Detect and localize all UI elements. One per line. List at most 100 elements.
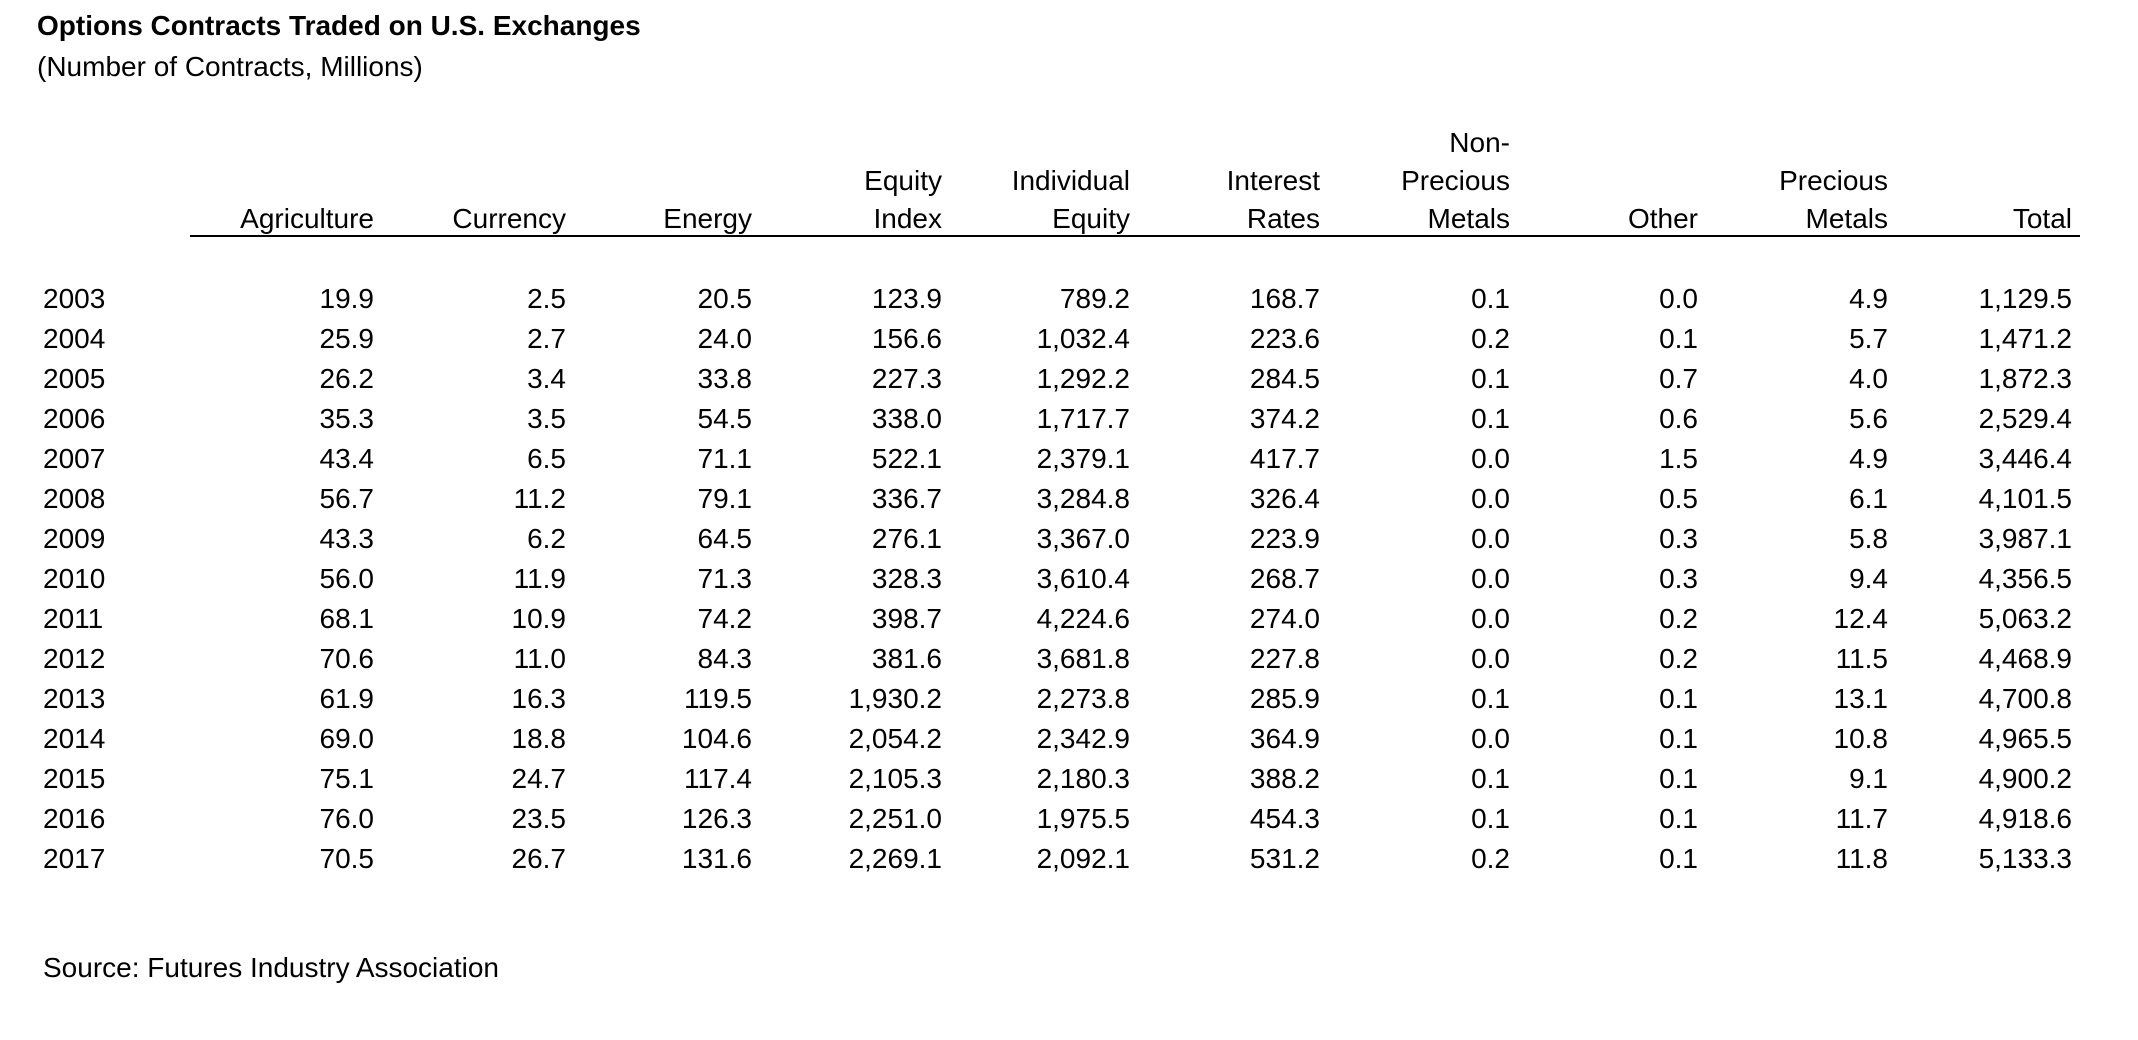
cell-interest-rates: 388.2 [1249, 763, 1320, 794]
cell-agriculture: 61.9 [319, 683, 375, 714]
cell-precious-metals: 6.1 [1849, 483, 1888, 514]
cell-non-precious-metals: 0.1 [1471, 763, 1510, 794]
cell-currency: 11.2 [513, 483, 566, 514]
column-header-line: Metals [1427, 203, 1510, 234]
row-year: 2010 [43, 563, 106, 594]
column-header-line [366, 124, 566, 162]
row-year: 2004 [43, 323, 106, 354]
cell-currency: 26.7 [511, 843, 567, 874]
cell-interest-rates: 223.9 [1249, 523, 1320, 554]
cell-non-precious-metals: 0.1 [1471, 363, 1510, 394]
row-year: 2015 [43, 763, 106, 794]
cell-equity-index: 398.7 [871, 603, 942, 634]
cell-other: 0.1 [1659, 843, 1698, 874]
column-header-line [1872, 124, 2072, 162]
cell-other: 0.2 [1659, 643, 1698, 674]
cell-interest-rates: 223.6 [1249, 323, 1320, 354]
cell-non-precious-metals: 0.0 [1471, 443, 1510, 474]
row-year: 2012 [43, 643, 106, 674]
column-header-line [1498, 162, 1698, 200]
cell-agriculture: 70.6 [319, 643, 375, 674]
cell-total: 4,965.5 [1978, 723, 2072, 754]
cell-agriculture: 43.4 [319, 443, 375, 474]
cell-individual-equity: 3,367.0 [1036, 523, 1130, 554]
cell-equity-index: 227.3 [871, 363, 942, 394]
cell-individual-equity: 3,284.8 [1036, 483, 1130, 514]
cell-other: 0.6 [1659, 403, 1698, 434]
column-header-non-precious-metals: Non- Precious Metals [1310, 124, 1510, 238]
cell-agriculture: 69.0 [319, 723, 375, 754]
cell-individual-equity: 1,717.7 [1036, 403, 1130, 434]
cell-individual-equity: 1,032.4 [1036, 323, 1130, 354]
row-year: 2014 [43, 723, 106, 754]
cell-energy: 54.5 [697, 403, 753, 434]
cell-individual-equity: 1,292.2 [1036, 363, 1130, 394]
cell-equity-index: 338.0 [871, 403, 942, 434]
column-header-line [552, 124, 752, 162]
cell-individual-equity: 789.2 [1059, 283, 1130, 314]
cell-interest-rates: 168.7 [1249, 283, 1320, 314]
cell-interest-rates: 531.2 [1249, 843, 1320, 874]
source-note: Source: Futures Industry Association [43, 952, 499, 983]
column-header-line [174, 162, 374, 200]
cell-energy: 71.1 [697, 443, 753, 474]
cell-equity-index: 156.6 [871, 323, 942, 354]
row-year: 2016 [43, 803, 106, 834]
column-header-line: Rates [1246, 203, 1320, 234]
cell-individual-equity: 2,273.8 [1036, 683, 1130, 714]
cell-total: 4,356.5 [1978, 563, 2072, 594]
column-header-line: Energy [663, 203, 752, 234]
cell-other: 0.1 [1659, 323, 1698, 354]
cell-agriculture: 70.5 [319, 843, 375, 874]
cell-equity-index: 276.1 [871, 523, 942, 554]
column-header-agriculture: Agriculture [174, 124, 374, 238]
cell-agriculture: 56.0 [319, 563, 375, 594]
cell-precious-metals: 11.5 [1835, 643, 1888, 674]
cell-non-precious-metals: 0.0 [1471, 723, 1510, 754]
cell-precious-metals: 9.4 [1849, 563, 1888, 594]
column-header-line: Currency [452, 203, 566, 234]
cell-interest-rates: 268.7 [1249, 563, 1320, 594]
cell-currency: 18.8 [511, 723, 567, 754]
cell-total: 4,101.5 [1978, 483, 2072, 514]
cell-energy: 74.2 [697, 603, 753, 634]
cell-agriculture: 76.0 [319, 803, 375, 834]
column-header-line [552, 162, 752, 200]
cell-agriculture: 43.3 [319, 523, 375, 554]
column-header-line: Interest [1226, 165, 1320, 196]
page-title: Options Contracts Traded on U.S. Exchang… [37, 10, 641, 41]
column-header-line [1872, 162, 2072, 200]
column-header-line: Metals [1805, 203, 1888, 234]
cell-other: 0.1 [1659, 763, 1698, 794]
cell-currency: 6.2 [527, 523, 566, 554]
cell-equity-index: 328.3 [871, 563, 942, 594]
cell-energy: 131.6 [681, 843, 752, 874]
row-year: 2017 [43, 843, 106, 874]
cell-non-precious-metals: 0.1 [1471, 283, 1510, 314]
cell-energy: 117.4 [684, 763, 752, 794]
cell-precious-metals: 5.6 [1849, 403, 1888, 434]
cell-individual-equity: 2,342.9 [1036, 723, 1130, 754]
cell-non-precious-metals: 0.0 [1471, 603, 1510, 634]
cell-equity-index: 522.1 [871, 443, 942, 474]
cell-agriculture: 25.9 [319, 323, 375, 354]
cell-equity-index: 2,251.0 [848, 803, 942, 834]
cell-currency: 2.5 [527, 283, 566, 314]
cell-agriculture: 26.2 [319, 363, 375, 394]
column-header-precious-metals: Precious Metals [1688, 124, 1888, 238]
row-year: 2005 [43, 363, 106, 394]
cell-total: 4,900.2 [1978, 763, 2072, 794]
cell-energy: 104.6 [681, 723, 752, 754]
cell-total: 5,133.3 [1978, 843, 2072, 874]
cell-currency: 10.9 [511, 603, 567, 634]
cell-non-precious-metals: 0.2 [1471, 843, 1510, 874]
cell-equity-index: 2,054.2 [848, 723, 942, 754]
cell-interest-rates: 374.2 [1249, 403, 1320, 434]
cell-individual-equity: 2,379.1 [1036, 443, 1130, 474]
column-header-line [742, 124, 942, 162]
cell-equity-index: 2,269.1 [848, 843, 942, 874]
column-header-line [930, 124, 1130, 162]
cell-total: 2,529.4 [1978, 403, 2072, 434]
cell-interest-rates: 364.9 [1249, 723, 1320, 754]
cell-other: 0.1 [1659, 683, 1698, 714]
